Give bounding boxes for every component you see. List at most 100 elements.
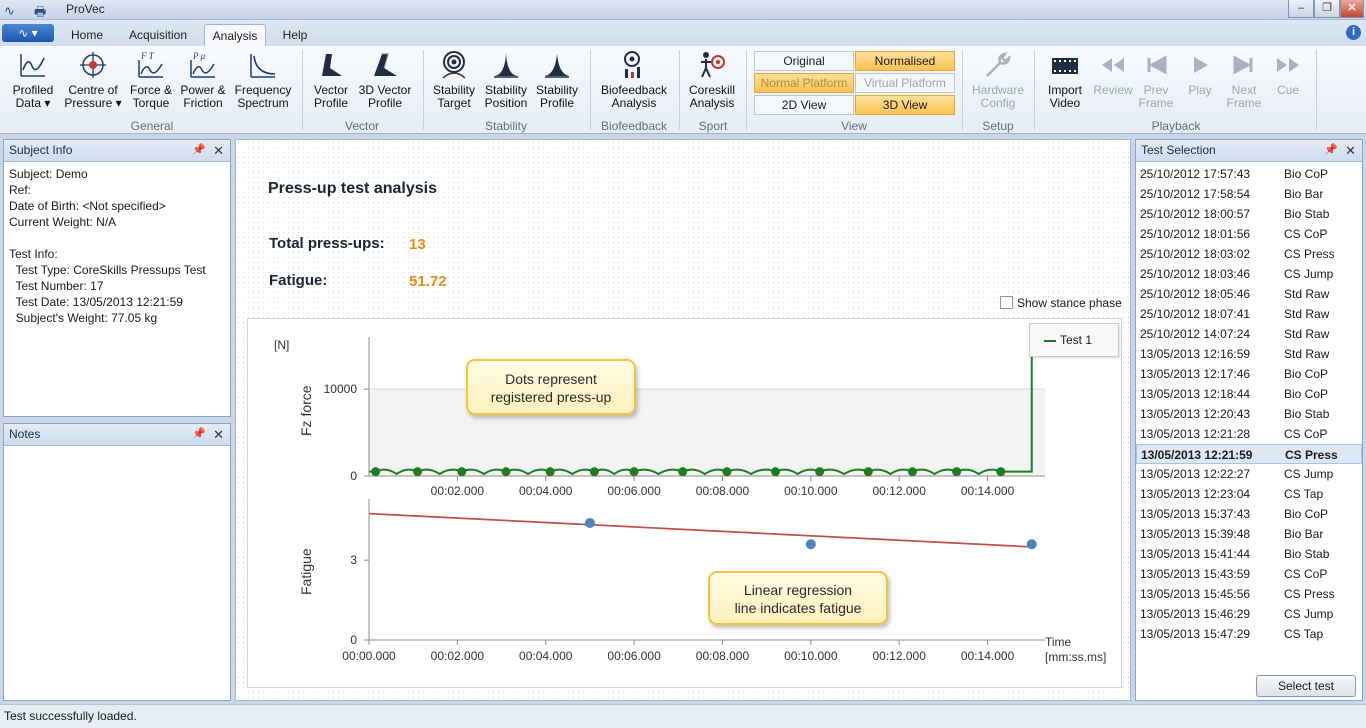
y-tick-label: 0: [350, 469, 357, 483]
notes-body[interactable]: [4, 446, 230, 696]
next-frame-button[interactable]: Next Frame: [1224, 50, 1264, 110]
view-virtual-platform-toggle[interactable]: Virtual Platform: [855, 73, 955, 93]
show-stance-checkbox[interactable]: [1000, 296, 1013, 309]
view-normalised-toggle[interactable]: Normalised: [855, 51, 955, 71]
view-2d-toggle[interactable]: 2D View: [754, 95, 854, 115]
group-separator: [302, 50, 303, 130]
pressup-dot: [952, 467, 962, 477]
subject-info-line: Date of Birth: <Not specified>: [9, 199, 166, 213]
test-type: Std Raw: [1284, 307, 1330, 321]
power-friction-button[interactable]: P μ Power & Friction: [180, 51, 226, 110]
view-3d-toggle[interactable]: 3D View: [855, 95, 955, 115]
test-row[interactable]: 13/05/2013 12:17:46 Bio CoP: [1136, 364, 1362, 384]
x-tick-label: 00:12.000: [873, 649, 927, 663]
help-icon[interactable]: i: [1346, 25, 1361, 40]
wrench-icon: [986, 52, 1011, 77]
force-torque-button[interactable]: F T Force & Torque: [129, 51, 172, 110]
test-date: 25/10/2012 18:03:46: [1140, 267, 1251, 281]
test-row[interactable]: 13/05/2013 15:43:59 CS CoP: [1136, 564, 1362, 584]
biofeedback-analysis-button[interactable]: Biofeedback Analysis: [596, 50, 672, 110]
test-row[interactable]: 25/10/2012 18:00:57 Bio Stab: [1136, 204, 1362, 224]
test-row[interactable]: 13/05/2013 12:22:27 CS Jump: [1136, 464, 1362, 484]
import-video-button[interactable]: Import Video: [1040, 50, 1090, 110]
vector-profile-button[interactable]: Vector Profile: [308, 50, 354, 110]
centre-of-pressure-button[interactable]: Centre of Pressure ▾: [62, 50, 124, 110]
close-button[interactable]: ✕: [1340, 0, 1364, 18]
rewind-icon: [1102, 58, 1124, 72]
test-row[interactable]: 13/05/2013 12:20:43 Bio Stab: [1136, 404, 1362, 424]
test-row[interactable]: 13/05/2013 12:23:04 CS Tap: [1136, 484, 1362, 504]
close-icon[interactable]: ✕: [213, 427, 224, 442]
tab-help[interactable]: Help: [282, 28, 308, 42]
pressup-dot: [629, 467, 639, 477]
minimize-button[interactable]: –: [1288, 0, 1314, 18]
test-row[interactable]: 25/10/2012 18:03:02 CS Press: [1136, 244, 1362, 264]
test-row[interactable]: 25/10/2012 17:57:43 Bio CoP: [1136, 164, 1362, 184]
select-test-button[interactable]: Select test: [1256, 675, 1356, 697]
test-row[interactable]: 13/05/2013 15:39:48 Bio Bar: [1136, 524, 1362, 544]
page-title: Press-up test analysis: [268, 180, 437, 197]
close-icon[interactable]: ✕: [213, 143, 224, 158]
stability-profile-button[interactable]: Stability Profile: [532, 50, 582, 110]
test-row[interactable]: 25/10/2012 14:07:24 Std Raw: [1136, 324, 1362, 344]
test-row[interactable]: 25/10/2012 18:03:46 CS Jump: [1136, 264, 1362, 284]
test-row[interactable]: 13/05/2013 15:37:43 Bio CoP: [1136, 504, 1362, 524]
app-menu-button[interactable]: ∿ ▾: [2, 24, 54, 42]
test-row[interactable]: 13/05/2013 12:16:59 Std Raw: [1136, 344, 1362, 364]
play-button[interactable]: Play: [1180, 50, 1220, 97]
view-normal-platform-toggle[interactable]: Normal Platform: [754, 73, 854, 93]
maximize-button[interactable]: ❐: [1314, 0, 1340, 18]
close-icon[interactable]: ✕: [1345, 143, 1356, 158]
tab-home[interactable]: Home: [70, 28, 103, 42]
test-row[interactable]: 13/05/2013 15:46:29 CS Jump: [1136, 604, 1362, 624]
fatigue-label: Fatigue:: [269, 272, 328, 289]
test-row[interactable]: 13/05/2013 15:41:44 Bio Stab: [1136, 544, 1362, 564]
frequency-spectrum-button[interactable]: Frequency Spectrum: [230, 50, 296, 110]
print-icon[interactable]: 🖶: [34, 4, 47, 19]
pin-icon[interactable]: 📌: [1324, 144, 1338, 156]
pressup-dot: [770, 467, 780, 477]
y-axis-label: Fz force: [298, 385, 314, 436]
3d-vector-profile-button[interactable]: 3D Vector Profile: [355, 50, 415, 110]
test-row[interactable]: 25/10/2012 18:01:56 CS CoP: [1136, 224, 1362, 244]
tab-analysis[interactable]: Analysis: [204, 24, 266, 46]
test-row[interactable]: 13/05/2013 15:45:56 CS Press: [1136, 584, 1362, 604]
show-stance-phase-option[interactable]: Show stance phase: [1000, 296, 1122, 310]
test-type: Bio CoP: [1284, 507, 1329, 521]
test-row[interactable]: 13/05/2013 12:21:28 CS CoP: [1136, 424, 1362, 444]
test-row[interactable]: 25/10/2012 18:05:46 Std Raw: [1136, 284, 1362, 304]
test-row[interactable]: 25/10/2012 18:07:41 Std Raw: [1136, 304, 1362, 324]
profiled-data-button[interactable]: Profiled Data ▾: [6, 50, 60, 110]
group-separator: [962, 50, 963, 130]
x-axis-unit: [mm:ss.ms]: [1045, 650, 1106, 664]
view-original-toggle[interactable]: Original: [754, 51, 854, 71]
test-row[interactable]: 13/05/2013 12:21:59 CS Press: [1136, 444, 1362, 464]
coreskill-analysis-button[interactable]: Coreskill Analysis: [684, 50, 740, 110]
next-frame-icon: [1233, 55, 1253, 75]
hardware-config-button[interactable]: Hardware Config: [968, 50, 1028, 110]
stability-target-button[interactable]: Stability Target: [428, 50, 480, 110]
fatigue-point: [1026, 539, 1037, 550]
tab-acquisition[interactable]: Acquisition: [128, 28, 188, 42]
pin-icon[interactable]: 📌: [192, 144, 206, 156]
pressup-dot: [545, 467, 555, 477]
test-row[interactable]: 13/05/2013 12:18:44 Bio CoP: [1136, 384, 1362, 404]
test-row[interactable]: 13/05/2013 15:47:29 CS Tap: [1136, 624, 1362, 644]
test-type: Bio Stab: [1284, 407, 1330, 421]
group-label-playback: Playback: [1151, 119, 1201, 133]
x-tick-label: 00:04.000: [519, 649, 573, 663]
test-list: 25/10/2012 17:57:43 Bio CoP 25/10/2012 17:…: [1136, 162, 1362, 644]
pin-icon[interactable]: 📌: [192, 428, 206, 440]
test-date: 13/05/2013 15:47:29: [1140, 627, 1251, 641]
test-row[interactable]: 25/10/2012 17:58:54 Bio Bar: [1136, 184, 1362, 204]
cue-button[interactable]: Cue: [1268, 50, 1308, 97]
review-button[interactable]: Review: [1092, 50, 1134, 97]
x-tick-label: 00:02.000: [431, 649, 485, 663]
total-pressups-value: 13: [409, 236, 426, 253]
legend-swatch: [1044, 340, 1056, 342]
x-axis-label: Time: [1045, 635, 1072, 649]
stability-position-button[interactable]: Stability Position: [482, 50, 530, 110]
prev-frame-button[interactable]: Prev Frame: [1136, 50, 1176, 110]
group-separator: [423, 50, 424, 130]
test-type: CS CoP: [1284, 427, 1328, 441]
